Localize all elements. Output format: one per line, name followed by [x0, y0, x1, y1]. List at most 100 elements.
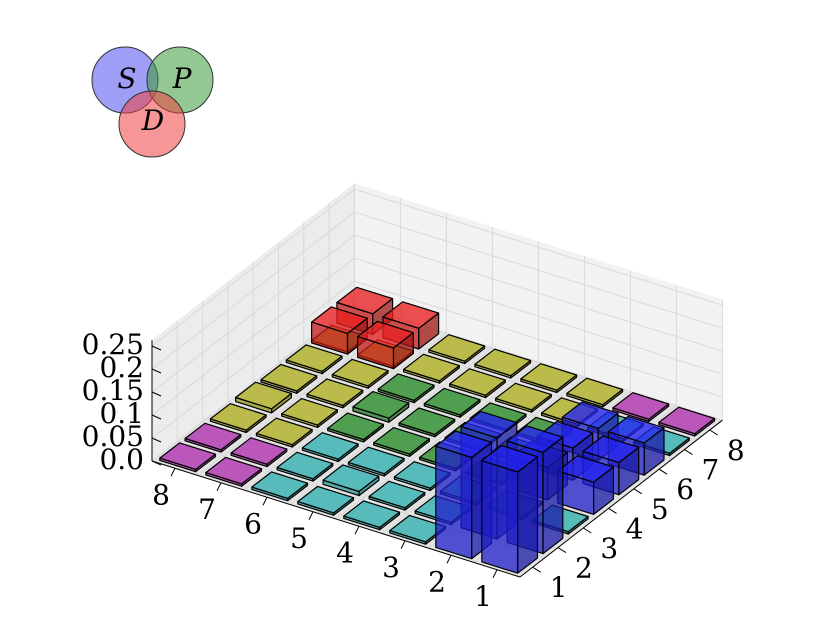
bar-yellow-x5-y8: [474, 348, 532, 379]
bar-yellow-x8-y6: [285, 344, 343, 375]
bar-yellow-x7-y5: [306, 378, 364, 409]
x-tick-mark: [170, 468, 176, 477]
x-tick-label: 1: [474, 580, 492, 613]
bar-green-x5-y5: [398, 407, 456, 438]
x-tick-label: 6: [244, 507, 262, 540]
bar-top: [260, 363, 318, 392]
bar-face: [435, 445, 473, 560]
bar-cyan-x5-y3: [347, 446, 405, 477]
bar-magenta-x7-y2: [230, 437, 288, 468]
y-tick-label: 7: [702, 454, 720, 487]
bar-yellow-x8-y3: [209, 403, 267, 434]
z-tick-label: 0.0: [99, 443, 144, 476]
bar-magenta-x2-y8: [612, 392, 670, 423]
bar-top: [612, 392, 670, 420]
z-tick-mark: [151, 414, 162, 420]
venn-label-S: S: [117, 62, 136, 95]
y-tick-mark: [658, 468, 668, 475]
venn-circle-D: [118, 90, 186, 158]
bar-magenta-x7-y1: [205, 456, 263, 487]
bar-top: [474, 348, 532, 377]
y-tick-mark: [633, 488, 643, 495]
z-tick-label: 0.25: [82, 328, 144, 361]
bar-top: [184, 422, 242, 451]
y-tick-mark: [709, 429, 719, 436]
grid-line: [151, 234, 723, 393]
venn-label-P: P: [172, 62, 193, 95]
y-tick-label: 1: [550, 571, 568, 604]
bar-top: [331, 358, 389, 387]
bar-top: [377, 373, 435, 401]
z-tick-mark: [151, 437, 162, 443]
bar-group: [159, 286, 716, 574]
bar-yellow-x4-y7: [495, 382, 552, 413]
bar-yellow-x6-y8: [428, 334, 486, 365]
z-tick-label: 0.05: [82, 420, 144, 453]
bar-yellow-x8-y4: [235, 381, 292, 414]
bar-top: [557, 455, 615, 483]
bar-top: [352, 391, 410, 419]
y-tick-label: 5: [651, 493, 669, 526]
bar-top: [276, 451, 334, 480]
grid-line: [151, 211, 723, 370]
bar-cyan-x5-y1: [297, 485, 355, 516]
y-tick-label: 8: [727, 434, 745, 467]
bar-yellow-x8-y5: [260, 363, 318, 394]
bar-top: [607, 415, 665, 444]
bar-top: [301, 432, 359, 460]
x-tick-mark: [216, 482, 222, 491]
bar-green-x6-y6: [377, 373, 435, 404]
bar-top: [205, 456, 263, 485]
bar-top: [209, 403, 267, 431]
grid-line: [151, 188, 723, 347]
x-tick-mark: [400, 540, 406, 549]
bar-top: [281, 398, 338, 426]
bar-top: [566, 377, 624, 406]
bar-green-x6-y4: [327, 412, 384, 443]
bar-top: [306, 378, 364, 407]
y-tick-mark: [684, 449, 693, 456]
bar-blue-x1-y4: [557, 455, 615, 516]
bar-top: [235, 381, 292, 410]
bar-green-x5-y4: [373, 427, 430, 457]
bar-cyan-x4-y2: [368, 480, 426, 511]
venn-label-D: D: [141, 104, 164, 137]
bar-top: [285, 344, 343, 372]
bar-red-x7-y7: [357, 320, 414, 370]
y-tick-mark: [582, 527, 592, 534]
y-tick-label: 2: [575, 552, 593, 585]
bar-yellow-x4-y8: [520, 363, 578, 394]
bar-yellow-x3-y8: [566, 377, 624, 408]
bar-top: [251, 471, 309, 499]
bar-cyan-x6-y1: [251, 471, 309, 502]
bar-top: [403, 353, 460, 382]
x-tick-label: 4: [336, 536, 354, 569]
bar-top: [368, 480, 426, 509]
y-tick-mark: [608, 507, 617, 514]
bar-top: [561, 401, 619, 430]
x-tick-mark: [262, 497, 268, 506]
venn-legend: S PD: [91, 46, 214, 158]
z-tick-label: 0.2: [99, 351, 144, 384]
y-tick-label: 3: [600, 532, 618, 565]
bar-cyan-x6-y2: [276, 451, 334, 482]
bar-yellow-x7-y6: [331, 358, 389, 389]
z-axis-ticks: [151, 340, 723, 578]
grid-line: [151, 257, 723, 416]
bar-top: [357, 320, 414, 349]
bar-top: [435, 430, 493, 459]
bar-top: [506, 425, 564, 453]
bar-top: [297, 485, 355, 514]
bar-yellow-x6-y7: [403, 353, 460, 384]
bar-cyan-x4-y1: [343, 500, 401, 531]
x-axis-line: [151, 460, 521, 578]
x-tick-mark: [354, 526, 360, 535]
bar-top: [347, 446, 405, 475]
bar-top: [520, 363, 578, 391]
bar-magenta-x8-y1: [159, 442, 217, 473]
bar-green-x6-y5: [352, 391, 410, 423]
bar-top: [582, 435, 640, 464]
z-tick-label: 0.15: [82, 374, 144, 407]
x-tick-mark: [446, 555, 452, 564]
bar-face: [542, 436, 564, 555]
